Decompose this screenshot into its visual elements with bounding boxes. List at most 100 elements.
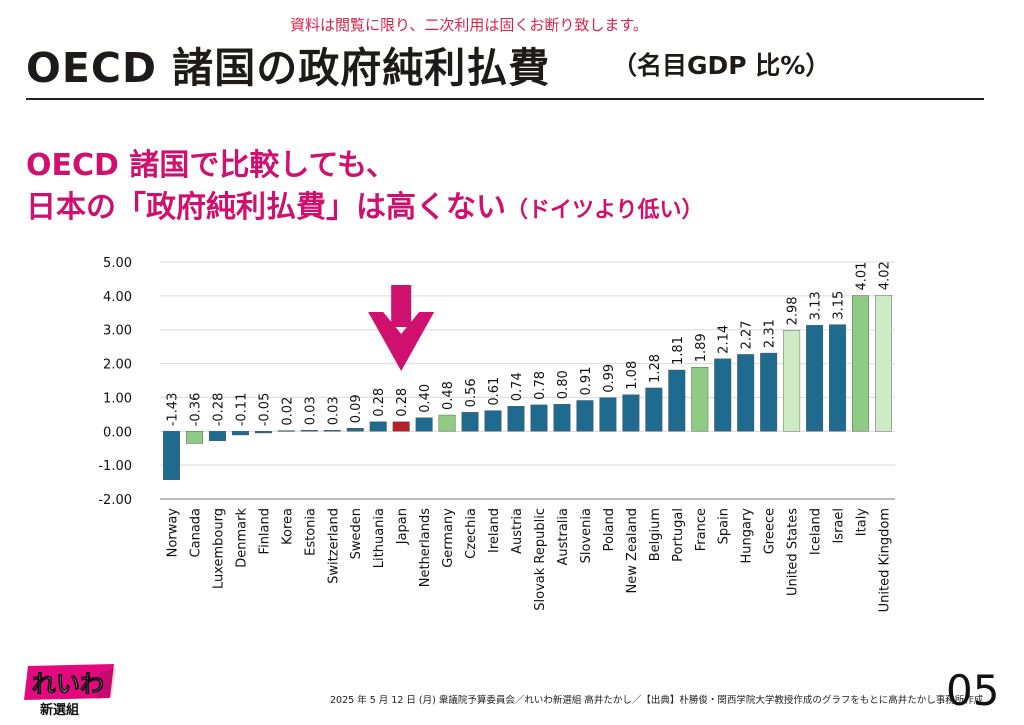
bar-spain [714, 358, 732, 432]
x-tick-label: Ireland [487, 508, 502, 553]
x-tick-label: Canada [188, 508, 203, 557]
arrow-shaft [391, 285, 412, 327]
x-tick-label: Greece [763, 508, 778, 554]
y-tick-label: 4.00 [103, 290, 132, 305]
value-label: 2.98 [786, 296, 801, 325]
x-tick-label: Slovenia [579, 508, 594, 563]
headline-line-2: 日本の「政府純利払費」は高くない（ドイツより低い） [26, 182, 704, 226]
bar-luxembourg [208, 431, 226, 441]
value-label: 2.31 [763, 319, 778, 348]
y-tick-label: -2.00 [98, 493, 132, 508]
x-tick-label: Estonia [303, 508, 318, 556]
bar-canada [185, 431, 203, 444]
value-label: 2.27 [740, 320, 755, 349]
bar-japan [392, 421, 410, 432]
bar-slovenia [576, 400, 594, 432]
bar-australia [553, 404, 571, 432]
source-footer: 2025 年 5 月 12 日 (月) 衆議院予算委員会／れいわ新選組 高井たか… [330, 695, 984, 706]
x-tick-label: Iceland [809, 508, 824, 555]
x-tick-label: Hungary [740, 508, 755, 564]
bar-austria [507, 406, 525, 432]
x-tick-label: Lithuania [372, 508, 387, 568]
x-tick-label: United Kingdom [878, 508, 893, 612]
bar-poland [599, 397, 617, 432]
x-tick-label: France [694, 508, 709, 551]
bar-estonia [300, 430, 318, 432]
value-label: 4.01 [855, 262, 870, 291]
x-tick-label: Belgium [648, 508, 663, 561]
x-tick-label: Denmark [234, 508, 249, 568]
value-label: 0.56 [464, 378, 479, 407]
page-subtitle: （名目GDP 比%） [612, 51, 831, 80]
value-label: -0.11 [234, 393, 249, 427]
reiwa-logo-mark: れいわ 新選組 [24, 664, 116, 718]
reuse-notice: 資料は閲覧に限り、二次利用は固くお断り致します。 [290, 16, 648, 34]
highlight-arrow-icon [368, 285, 435, 371]
value-label: 0.03 [303, 396, 318, 425]
bar-korea [277, 430, 295, 432]
value-label: 0.48 [441, 381, 456, 410]
bar-greece [760, 352, 778, 432]
interest-payments-bar-chart: -2.00 -1.00 0.00 1.00 2.00 3.00 4.00 5.00 -1.43 N… [98, 256, 895, 612]
value-label: 1.08 [625, 361, 640, 390]
y-tick-label: 0.00 [103, 425, 132, 440]
bar-portugal [668, 369, 686, 432]
value-label: 2.14 [717, 325, 732, 354]
value-label: 0.74 [510, 372, 525, 401]
bar-norway [163, 431, 180, 480]
reiwa-logo: れいわ 新選組 [22, 664, 118, 718]
x-tick-label: Spain [717, 508, 732, 544]
bar-iceland [806, 325, 824, 432]
logo-flag-shade [96, 668, 116, 700]
page-title: OECD 諸国の政府純利払費 [26, 44, 551, 92]
x-tick-label: Japan [395, 508, 410, 545]
arrow-head [368, 312, 435, 371]
value-label: 0.91 [579, 367, 594, 396]
value-label: 0.80 [556, 370, 571, 399]
bar-united-kingdom [875, 294, 892, 432]
value-label: 0.02 [280, 397, 295, 426]
headline-line-2-main: 日本の「政府純利払費」は高くない [26, 190, 506, 225]
x-tick-label: Finland [257, 508, 272, 554]
bar-united-states [783, 330, 801, 432]
value-label: 1.28 [648, 354, 663, 383]
bar-hungary [737, 354, 755, 432]
x-tick-label: New Zealand [625, 508, 640, 593]
x-tick-label: Israel [832, 508, 847, 544]
value-label: 4.02 [878, 261, 893, 290]
bar-czechia [461, 412, 479, 432]
x-tick-label: Korea [280, 508, 295, 545]
x-tick-label: Italy [855, 508, 870, 537]
bar-ireland [484, 410, 502, 432]
bar-netherlands [415, 417, 433, 432]
value-label: 3.15 [832, 291, 847, 320]
headline-line-2-note: （ドイツより低い） [506, 198, 704, 223]
bar-germany [438, 414, 456, 432]
bar-sweden [346, 428, 364, 432]
value-label: 1.81 [671, 336, 686, 365]
value-label: 0.28 [372, 388, 387, 417]
headline-line-1: OECD 諸国で比較しても、 [26, 148, 397, 183]
bar-belgium [645, 387, 663, 432]
logo-subtext: 新選組 [40, 702, 79, 718]
y-tick-label: 5.00 [103, 256, 132, 271]
x-tick-label: Slovak Republic [533, 508, 548, 611]
value-label: 3.13 [809, 291, 824, 320]
value-label: 0.40 [418, 384, 433, 413]
value-label: 0.28 [395, 388, 410, 417]
x-tick-label: Germany [441, 508, 456, 568]
y-tick-label: 1.00 [103, 391, 132, 406]
title-divider [26, 98, 984, 100]
bar-new-zealand [622, 394, 640, 432]
bar-denmark [231, 431, 249, 436]
x-tick-label: Norway [165, 508, 180, 558]
bar-slovak-republic [530, 404, 548, 432]
x-tick-label: Switzerland [326, 508, 341, 584]
bar-israel [829, 324, 847, 432]
value-label: -0.36 [188, 393, 203, 427]
value-label: 0.99 [602, 364, 617, 393]
y-tick-label: -1.00 [98, 459, 132, 474]
x-tick-label: Czechia [464, 508, 479, 559]
value-label: 0.61 [487, 377, 502, 406]
x-tick-label: Sweden [349, 508, 364, 559]
